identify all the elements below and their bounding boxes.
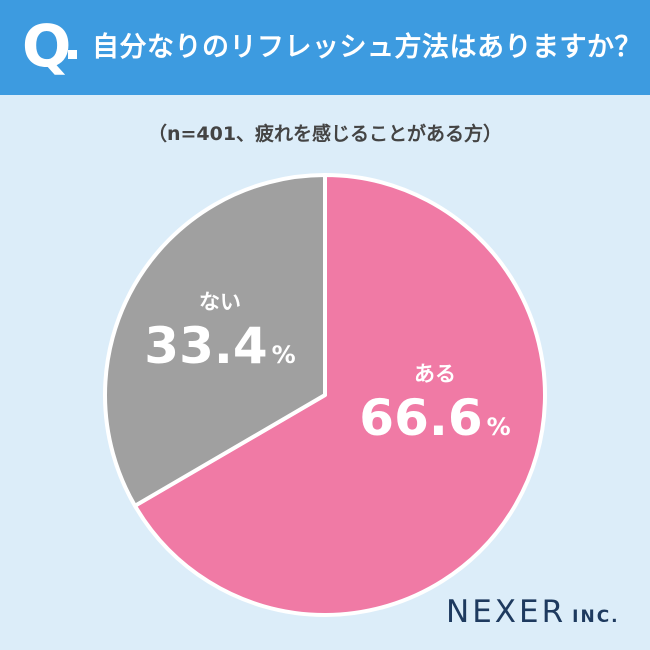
nexer-logo: NEXER INC. (446, 594, 620, 630)
logo-suffix: INC. (572, 607, 620, 627)
label-no-category: ない (199, 290, 241, 314)
slice-no (103, 173, 327, 508)
label-no-value: 33.4 (144, 317, 268, 375)
label-yes-value: 66.6 (359, 389, 483, 447)
question-text: 自分なりのリフレッシュ方法はありますか？ (92, 32, 642, 63)
slice-yes (132, 173, 547, 617)
q-dot (68, 50, 77, 59)
question-header: Q 自分なりのリフレッシュ方法はありますか？ (0, 0, 650, 95)
sample-note: （n=401、疲れを感じることがある方） (147, 123, 503, 145)
logo-main: NEXER (446, 594, 567, 630)
q-mark: Q (22, 12, 72, 80)
label-no-unit: % (271, 341, 296, 369)
label-no: ない 33.4% (140, 288, 300, 376)
label-yes-unit: % (486, 413, 511, 441)
label-yes-category: ある (414, 362, 456, 386)
label-yes: ある 66.6% (355, 360, 515, 448)
